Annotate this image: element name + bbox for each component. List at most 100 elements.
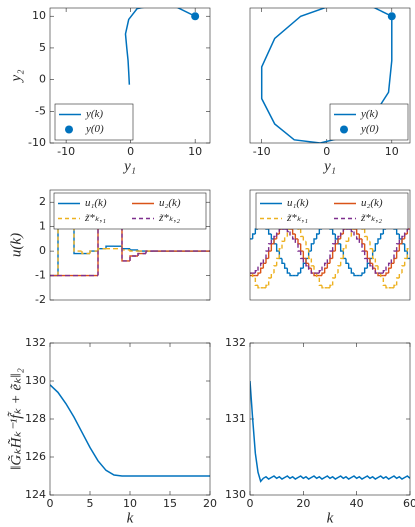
series-group (260, 8, 396, 143)
y-axis-label: u(k) (8, 233, 24, 257)
step-line (339, 243, 344, 252)
step-line (294, 238, 298, 245)
y-tick-label: -5 (35, 104, 46, 117)
step-line (254, 278, 258, 287)
y-tick-label: -1 (35, 269, 46, 282)
step-line (270, 238, 274, 244)
legend-label: u₁(k) (85, 197, 107, 209)
marker (191, 12, 200, 21)
line (50, 384, 210, 477)
step-line (395, 229, 400, 235)
step-line (254, 269, 258, 274)
series-group (250, 380, 410, 483)
step-line (305, 263, 309, 267)
line (250, 380, 410, 483)
step-line (329, 284, 333, 288)
axes-frame (49, 7, 211, 144)
y-tick-label: 132 (25, 336, 46, 349)
y-axis-label: ‖G̃ₖH̃ₖ⁻¹f̃ₖ + ẽₖ‖₂ (7, 368, 24, 470)
step-line (302, 262, 306, 269)
step-line (366, 258, 370, 265)
step-line (313, 273, 317, 277)
step-line (281, 240, 285, 249)
step-line (385, 272, 389, 276)
step-line (57, 225, 66, 276)
step-line (374, 243, 378, 252)
step-line (337, 265, 341, 274)
step-line (273, 235, 277, 239)
step-line (355, 236, 360, 240)
step-line (382, 278, 386, 287)
x-tick-label: 5 (87, 497, 94, 510)
axes-frame (249, 7, 411, 144)
legend-marker (340, 125, 348, 134)
y-tick-label: 124 (25, 488, 46, 501)
step-line (310, 270, 314, 274)
step-line (291, 229, 296, 235)
step-line (265, 284, 269, 288)
step-line (275, 243, 280, 252)
step-line (299, 229, 304, 238)
step-line (347, 263, 352, 269)
step-line (137, 252, 146, 256)
step-line (347, 235, 352, 242)
step-line (275, 230, 280, 237)
x-axis-label: y₁ (122, 158, 136, 174)
step-line (278, 247, 282, 259)
step-line (97, 225, 106, 276)
step-line (129, 255, 138, 261)
y-tick-label: -10 (28, 136, 46, 149)
step-line (353, 273, 357, 277)
x-tick-label: 0 (47, 497, 54, 510)
step-line (302, 236, 306, 243)
step-line (382, 269, 386, 274)
axes-frame (249, 342, 411, 496)
step-line (81, 251, 90, 255)
step-line (251, 233, 256, 239)
step-line (371, 248, 376, 260)
y-axis-label: y₂ (8, 70, 24, 84)
step-line (286, 268, 290, 274)
legend-label: u₁(k) (287, 197, 309, 209)
step-line (283, 235, 288, 242)
x-tick-label: 10 (188, 145, 202, 158)
step-line (299, 251, 304, 260)
step-line (267, 243, 272, 252)
step-line (299, 267, 304, 274)
y-tick-label: 0 (39, 73, 46, 86)
step-line (334, 272, 338, 278)
step-line (331, 277, 336, 286)
step-line (105, 245, 114, 249)
step-line (395, 277, 400, 286)
x-tick-label: -10 (57, 145, 75, 158)
step-line (371, 265, 376, 272)
step-line (310, 243, 314, 252)
legend-label: y(k) (85, 108, 103, 120)
step-line (267, 229, 272, 235)
step-line (358, 238, 362, 245)
step-line (398, 272, 402, 278)
step-line (401, 235, 405, 239)
step-line (374, 270, 378, 274)
axes: -10 -5 0 5 10 -10 0 10 y₁ y₂ y(k) y(0) (8, 7, 211, 174)
step-line (305, 241, 309, 250)
step-line (339, 257, 344, 266)
legend: u₁(k) u₂(k) z̃*ₖ,₁ z̃*ₖ,₂ (255, 192, 409, 230)
x-tick-label: 0 (247, 497, 254, 510)
step-line (257, 265, 261, 271)
step-line (323, 262, 328, 266)
step-line (339, 230, 344, 237)
legend-label: y(0) (85, 123, 104, 135)
step-line (302, 258, 306, 265)
step-line (385, 265, 389, 271)
step-line (283, 263, 288, 269)
step-line (334, 234, 338, 240)
step-line (398, 238, 402, 244)
legend-label: u₂(k) (361, 197, 383, 209)
step-line (315, 233, 320, 239)
legend-label: z̃*ₖ,₂ (360, 212, 382, 224)
step-line (321, 272, 325, 276)
y-tick-label: 132 (225, 336, 246, 349)
step-line (291, 236, 296, 240)
y-tick-label: 2 (39, 195, 46, 208)
